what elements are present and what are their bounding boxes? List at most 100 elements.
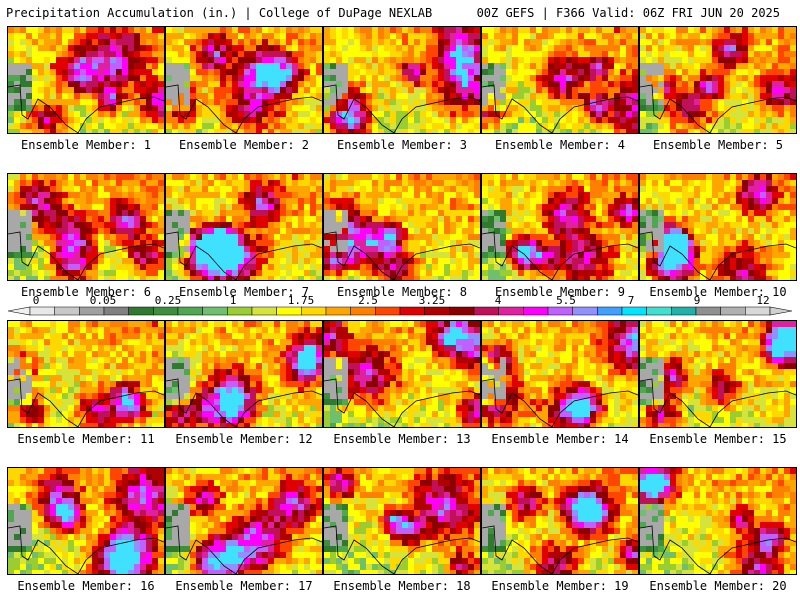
boundary-lines bbox=[324, 378, 480, 427]
precip-field bbox=[482, 468, 638, 574]
colorbar-tick-label: 1.75 bbox=[287, 294, 315, 307]
ensemble-member-label: Ensemble Member: 1 bbox=[20, 138, 152, 152]
colorbar-swatch bbox=[301, 306, 327, 316]
precip-field bbox=[640, 468, 796, 574]
precip-map bbox=[165, 467, 323, 575]
precip-field bbox=[640, 321, 796, 427]
precip-map bbox=[7, 26, 165, 134]
ensemble-member-label: Ensemble Member: 16 bbox=[17, 579, 155, 593]
boundary-lines bbox=[166, 525, 322, 574]
precip-map bbox=[481, 320, 639, 428]
ensemble-member-label: Ensemble Member: 5 bbox=[652, 138, 784, 152]
colorbar-max-arrow bbox=[769, 306, 793, 316]
colorbar-swatch bbox=[103, 306, 129, 316]
colorbar-swatch bbox=[251, 306, 277, 316]
boundary-lines bbox=[8, 378, 164, 427]
boundary-lines bbox=[8, 525, 164, 574]
colorbar-swatch bbox=[29, 306, 55, 316]
ensemble-member-label: Ensemble Member: 12 bbox=[175, 432, 313, 446]
precip-map bbox=[639, 173, 797, 281]
precip-colorbar: 0 0.05 0.25 1 1.75 2.5 3.25 4 5.5 7 9 12 bbox=[0, 294, 800, 318]
boundary-lines bbox=[482, 84, 638, 133]
ensemble-member-label: Ensemble Member: 9 bbox=[494, 285, 626, 299]
colorbar-swatch bbox=[498, 306, 524, 316]
precip-map bbox=[639, 26, 797, 134]
boundary-lines bbox=[166, 84, 322, 133]
colorbar-swatch bbox=[276, 306, 302, 316]
precip-map bbox=[7, 320, 165, 428]
colorbar-tick-label: 4 bbox=[494, 294, 502, 307]
precip-map bbox=[165, 320, 323, 428]
precip-field bbox=[166, 321, 322, 427]
ensemble-member-label: Ensemble Member: 18 bbox=[333, 579, 471, 593]
precip-field bbox=[8, 174, 164, 280]
boundary-lines bbox=[482, 525, 638, 574]
colorbar-swatch bbox=[671, 306, 697, 316]
model-run-info: 00Z GEFS | F366 Valid: 06Z FRI JUN 20 20… bbox=[476, 6, 780, 20]
precip-map bbox=[7, 173, 165, 281]
precip-map bbox=[323, 467, 481, 575]
boundary-lines bbox=[8, 84, 164, 133]
boundary-lines bbox=[8, 231, 164, 280]
precip-field bbox=[166, 468, 322, 574]
colorbar-swatch bbox=[745, 306, 771, 316]
ensemble-member-label: Ensemble Member: 7 bbox=[178, 285, 310, 299]
colorbar-swatch bbox=[79, 306, 105, 316]
precip-map bbox=[323, 173, 481, 281]
boundary-lines bbox=[324, 84, 480, 133]
precip-field bbox=[324, 321, 480, 427]
ensemble-member-label: Ensemble Member: 4 bbox=[494, 138, 626, 152]
colorbar-swatch bbox=[621, 306, 647, 316]
boundary-lines bbox=[482, 378, 638, 427]
colorbar-swatch bbox=[597, 306, 623, 316]
ensemble-member-label: Ensemble Member: 10 bbox=[649, 285, 787, 299]
ensemble-member-label: Ensemble Member: 19 bbox=[491, 579, 629, 593]
ensemble-member-label: Ensemble Member: 15 bbox=[649, 432, 787, 446]
precip-map bbox=[165, 173, 323, 281]
boundary-lines bbox=[482, 231, 638, 280]
precip-field bbox=[324, 27, 480, 133]
colorbar-strip bbox=[7, 306, 793, 316]
colorbar-swatch bbox=[572, 306, 598, 316]
colorbar-tick-label: 1 bbox=[229, 294, 237, 307]
precip-map bbox=[481, 26, 639, 134]
ensemble-member-label: Ensemble Member: 6 bbox=[20, 285, 152, 299]
boundary-lines bbox=[640, 84, 796, 133]
colorbar-swatch bbox=[54, 306, 80, 316]
colorbar-tick-label: 3.25 bbox=[418, 294, 446, 307]
precip-field bbox=[166, 27, 322, 133]
colorbar-swatch bbox=[325, 306, 351, 316]
ensemble-member-label: Ensemble Member: 14 bbox=[491, 432, 629, 446]
ensemble-member-label: Ensemble Member: 20 bbox=[649, 579, 787, 593]
precip-field bbox=[640, 174, 796, 280]
colorbar-min-arrow bbox=[7, 306, 31, 316]
precip-field bbox=[324, 468, 480, 574]
colorbar-swatch bbox=[424, 306, 450, 316]
precip-map bbox=[165, 26, 323, 134]
colorbar-swatch bbox=[128, 306, 154, 316]
colorbar-tick-label: 9 bbox=[693, 294, 701, 307]
ensemble-member-label: Ensemble Member: 13 bbox=[333, 432, 471, 446]
precip-field bbox=[8, 321, 164, 427]
boundary-lines bbox=[324, 231, 480, 280]
colorbar-swatch bbox=[202, 306, 228, 316]
colorbar-tick-label: 5.5 bbox=[556, 294, 576, 307]
colorbar-swatch bbox=[473, 306, 499, 316]
precip-field bbox=[482, 174, 638, 280]
precip-map bbox=[323, 26, 481, 134]
colorbar-swatch bbox=[720, 306, 746, 316]
precip-field bbox=[482, 27, 638, 133]
colorbar-tick-label: 7 bbox=[627, 294, 635, 307]
precip-map bbox=[481, 173, 639, 281]
ensemble-member-label: Ensemble Member: 8 bbox=[336, 285, 468, 299]
boundary-lines bbox=[166, 231, 322, 280]
colorbar-swatch bbox=[547, 306, 573, 316]
colorbar-swatch bbox=[350, 306, 376, 316]
colorbar-swatch bbox=[375, 306, 401, 316]
precip-field bbox=[482, 321, 638, 427]
map-title: Precipitation Accumulation (in.) | Colle… bbox=[6, 6, 433, 20]
colorbar-tick-label: 0.25 bbox=[154, 294, 182, 307]
colorbar-swatch bbox=[523, 306, 549, 316]
colorbar-tick-label: 0.05 bbox=[89, 294, 117, 307]
precip-map bbox=[481, 467, 639, 575]
